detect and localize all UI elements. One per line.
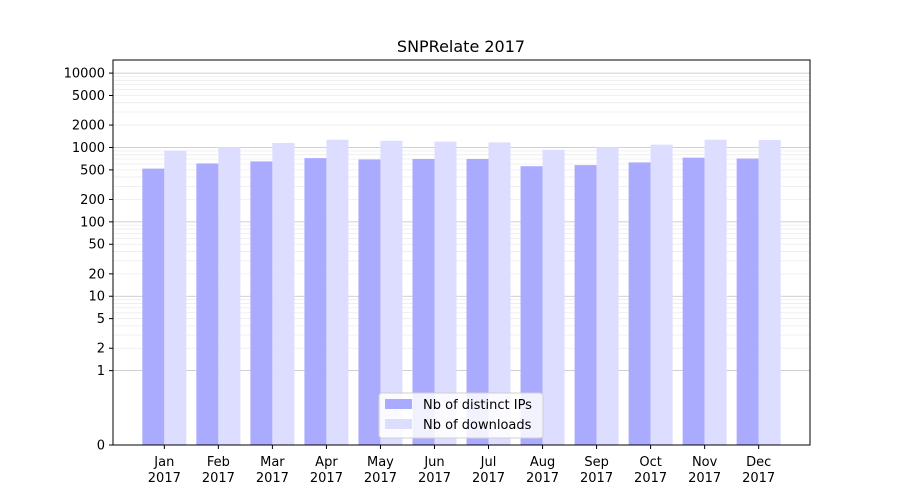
bar-downloads: [704, 139, 727, 445]
x-tick-label-year: 2017: [526, 471, 559, 486]
bar-downloads: [758, 140, 781, 446]
y-tick-label: 0: [97, 439, 105, 454]
legend-swatch: [385, 399, 412, 409]
bar-downloads: [326, 139, 349, 445]
bar-distinct-ips: [520, 166, 543, 446]
x-tick-label-month: Mar: [260, 455, 285, 470]
legend-label: Nb of distinct IPs: [423, 398, 532, 413]
x-tick-label-year: 2017: [634, 471, 667, 486]
x-tick-label-year: 2017: [202, 471, 235, 486]
y-tick-label: 50: [88, 238, 105, 253]
bar-downloads: [542, 149, 565, 445]
y-tick-label: 10000: [64, 67, 105, 82]
x-tick-label-year: 2017: [472, 471, 505, 486]
y-tick-label: 1: [97, 364, 105, 379]
legend-box: [378, 392, 544, 439]
bars: [142, 139, 781, 446]
bar-downloads: [164, 150, 187, 445]
x-tick-label-month: Jan: [153, 455, 174, 470]
x-tick-label-month: Jun: [423, 455, 444, 470]
bar-downloads: [380, 140, 403, 445]
bar-downloads: [650, 144, 673, 445]
y-tick-label: 100: [80, 215, 105, 230]
bar-distinct-ips: [466, 158, 489, 445]
y-tick-label: 1000: [72, 141, 105, 156]
x-axis: Jan2017Feb2017Mar2017Apr2017May2017Jun20…: [148, 445, 775, 486]
y-tick-label: 5: [97, 312, 105, 327]
x-tick-label-year: 2017: [148, 471, 181, 486]
bar-distinct-ips: [142, 168, 165, 445]
bar-distinct-ips: [574, 165, 597, 445]
x-tick-label-month: Aug: [530, 455, 555, 470]
x-tick-label-month: Dec: [746, 455, 771, 470]
y-tick-label: 20: [88, 267, 105, 282]
x-tick-label-year: 2017: [742, 471, 775, 486]
legend-swatch: [385, 419, 412, 429]
y-tick-label: 2: [97, 342, 105, 357]
x-tick-label-month: Apr: [315, 455, 338, 470]
x-tick-label-year: 2017: [256, 471, 289, 486]
x-tick-label-year: 2017: [364, 471, 397, 486]
x-tick-label-year: 2017: [310, 471, 343, 486]
legend: Nb of distinct IPs Nb of downloads: [378, 392, 544, 439]
y-tick-label: 200: [80, 193, 105, 208]
y-tick-label: 2000: [72, 119, 105, 134]
bar-distinct-ips: [628, 162, 651, 446]
x-tick-label-month: Feb: [207, 455, 230, 470]
x-tick-label-month: Oct: [639, 455, 661, 470]
x-tick-label-month: Nov: [692, 455, 718, 470]
bar-distinct-ips: [196, 163, 219, 445]
x-tick-label-year: 2017: [418, 471, 451, 486]
x-tick-label-year: 2017: [580, 471, 613, 486]
bar-downloads: [488, 142, 511, 446]
legend-label: Nb of downloads: [423, 418, 532, 433]
y-tick-label: 5000: [72, 89, 105, 104]
x-tick-label-month: Sep: [584, 455, 609, 470]
plot-frame: [112, 59, 811, 446]
bar-distinct-ips: [412, 158, 435, 445]
bar-downloads: [218, 147, 241, 445]
x-tick-label-month: Jul: [480, 455, 497, 470]
bar-downloads: [272, 142, 295, 445]
bar-downloads: [434, 141, 457, 445]
bar-distinct-ips: [682, 157, 705, 446]
bar-distinct-ips: [250, 161, 273, 445]
y-tick-label: 500: [80, 163, 105, 178]
y-tick-label: 10: [88, 290, 105, 305]
y-axis: 0 1 2 5 10 20 50 100 200 500 1000 2000 5000 10000: [64, 67, 113, 454]
bar-distinct-ips: [358, 159, 381, 446]
x-tick-label-year: 2017: [688, 471, 721, 486]
x-tick-label-month: May: [367, 455, 394, 470]
bar-distinct-ips: [304, 158, 327, 445]
chart-title: SNPRelate 2017: [397, 37, 525, 56]
bar-distinct-ips: [736, 158, 759, 445]
bar-downloads: [596, 147, 619, 445]
